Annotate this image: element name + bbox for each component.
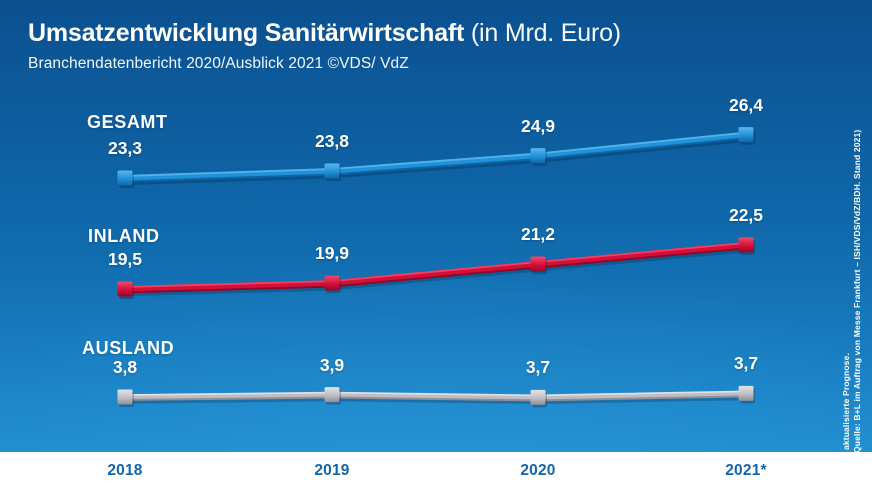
value-label-ausland-2020: 3,7 bbox=[525, 357, 551, 378]
data-point-ausland-2020 bbox=[530, 389, 546, 405]
data-point-gesamt-2019 bbox=[324, 163, 340, 179]
value-label-inland-2018: 19,5 bbox=[107, 249, 143, 269]
source-note: * aktualisierte Prognose. (Quelle: B+L i… bbox=[841, 104, 863, 456]
value-label-inland-2020: 21,2 bbox=[520, 224, 556, 244]
line-inland bbox=[124, 242, 747, 288]
value-label-ausland-2019: 3,9 bbox=[319, 354, 345, 375]
chart-header: Umsatzentwicklung Sanitärwirtschaft (in … bbox=[28, 18, 621, 73]
value-label-inland-2019: 19,9 bbox=[314, 243, 350, 264]
value-label-gesamt-2018: 23,3 bbox=[107, 138, 143, 158]
value-label-gesamt-2021*: 26,4 bbox=[728, 94, 764, 115]
chart-subtitle: Branchendatenbericht 2020/Ausblick 2021 … bbox=[28, 55, 409, 72]
line-ausland bbox=[124, 390, 747, 400]
line-inland bbox=[124, 241, 747, 292]
data-point-inland-2020 bbox=[530, 256, 546, 272]
data-point-gesamt-2020 bbox=[530, 148, 546, 164]
value-label-gesamt-2020: 24,9 bbox=[520, 115, 556, 136]
data-point-ausland-2018 bbox=[117, 389, 133, 405]
data-point-inland-2019 bbox=[324, 275, 340, 291]
data-point-gesamt-2021* bbox=[738, 127, 754, 143]
line-chart-plot bbox=[117, 127, 755, 408]
value-label-inland-2021*: 22,5 bbox=[728, 204, 764, 225]
series-label-inland: INLAND bbox=[88, 226, 160, 246]
source-note-quelle: (Quelle: B+L im Auftrag von Messe Frankf… bbox=[852, 129, 862, 456]
data-point-inland-2018 bbox=[117, 281, 133, 297]
x-axis-label-2018: 2018 bbox=[107, 462, 143, 479]
page-title-unit: (in Mrd. Euro) bbox=[470, 19, 621, 47]
x-axis: 2018 2019 2020 2021* bbox=[0, 452, 872, 491]
x-axis-label-2019: 2019 bbox=[314, 462, 350, 479]
x-axis-label-2021: 2021* bbox=[725, 462, 767, 479]
chart-area: Umsatzentwicklung Sanitärwirtschaft (in … bbox=[0, 0, 872, 456]
page-title-main: Umsatzentwicklung Sanitärwirtschaft bbox=[28, 19, 465, 47]
line-gesamt bbox=[124, 131, 747, 177]
series-label-gesamt: GESAMT bbox=[87, 112, 168, 132]
data-point-ausland-2021* bbox=[738, 385, 754, 401]
x-axis-label-2020: 2020 bbox=[520, 462, 556, 479]
value-label-ausland-2021*: 3,7 bbox=[733, 353, 759, 374]
source-note-prognose: * aktualisierte Prognose. bbox=[841, 353, 851, 456]
series-label-ausland: AUSLAND bbox=[82, 338, 175, 358]
data-point-gesamt-2018 bbox=[117, 170, 133, 186]
line-ausland bbox=[124, 390, 747, 397]
data-point-ausland-2019 bbox=[324, 387, 340, 403]
value-label-ausland-2018: 3,8 bbox=[112, 357, 138, 377]
data-point-inland-2021* bbox=[738, 237, 754, 253]
page-title: Umsatzentwicklung Sanitärwirtschaft (in … bbox=[28, 18, 621, 48]
line-gesamt bbox=[124, 131, 747, 181]
value-label-gesamt-2019: 23,8 bbox=[314, 131, 350, 151]
